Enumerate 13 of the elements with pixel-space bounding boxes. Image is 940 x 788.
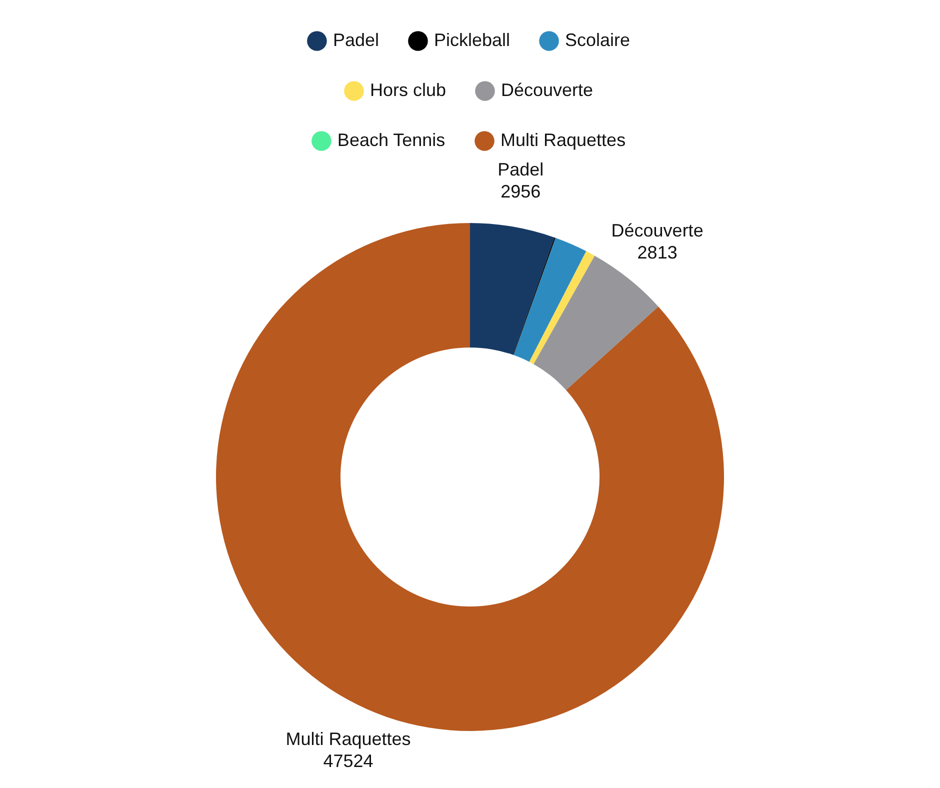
legend-label: Beach Tennis xyxy=(337,130,446,150)
legend-label: Pickleball xyxy=(434,30,510,50)
data-label: 47524 xyxy=(323,751,374,772)
legend-label: Scolaire xyxy=(565,30,630,50)
data-label: 2956 xyxy=(500,181,541,202)
legend-label: Multi Raquettes xyxy=(500,130,626,150)
data-label: 2813 xyxy=(637,242,678,263)
slice-label: Multi Raquettes xyxy=(286,729,411,750)
legend-label: Padel xyxy=(332,30,379,50)
legend-label: Hors club xyxy=(370,80,446,100)
slice-label: Découverte xyxy=(611,220,704,241)
legend-label: Découverte xyxy=(500,80,594,100)
slice-label: Padel xyxy=(498,159,544,180)
